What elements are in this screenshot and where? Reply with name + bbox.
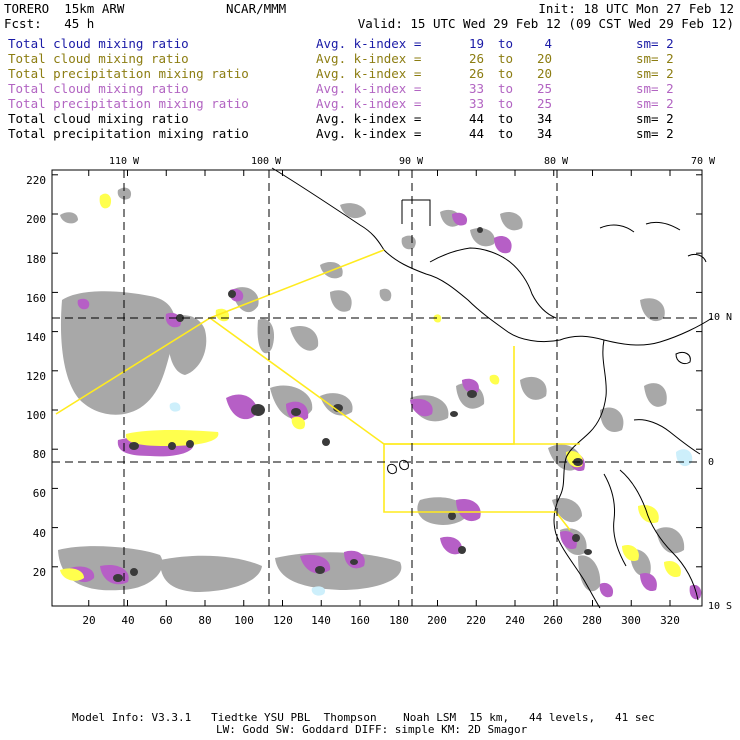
- legend-smoothing: sm= 2: [636, 81, 674, 96]
- lat-label-right: 10 N: [708, 312, 733, 323]
- legend-to: to: [498, 36, 514, 51]
- legend-k-low: 34: [536, 111, 552, 126]
- legend-row: Total precipitation mixing ratio Avg. k-…: [8, 126, 736, 141]
- legend-row: Total precipitation mixing ratio Avg. k-…: [8, 96, 736, 111]
- axis-ticks: [52, 170, 702, 607]
- legend-avg-label: Avg. k-index =: [316, 36, 422, 51]
- x-tick-label: 20: [82, 614, 96, 627]
- legend-field-name: Total precipitation mixing ratio: [8, 66, 249, 81]
- legend-avg-label: Avg. k-index =: [316, 51, 422, 66]
- x-tick-label: 260: [543, 614, 563, 627]
- y-tick-label: 140: [26, 331, 46, 344]
- legend-avg-label: Avg. k-index =: [316, 66, 422, 81]
- model-info-line1: Model Info: V3.3.1 Tiedtke YSU PBL Thomp…: [72, 711, 655, 724]
- y-tick-label: 60: [32, 487, 46, 500]
- legend-avg-label: Avg. k-index =: [316, 96, 422, 111]
- x-tick-label: 40: [121, 614, 135, 627]
- x-tick-label: 160: [350, 614, 370, 627]
- legend-k-high: 33: [468, 81, 484, 96]
- legend-to: to: [498, 126, 514, 141]
- legend-smoothing: sm= 2: [636, 111, 674, 126]
- x-tick-label: 60: [159, 614, 173, 627]
- legend-k-high: 44: [468, 111, 484, 126]
- x-tick-label: 280: [582, 614, 602, 627]
- x-tick-label: 180: [389, 614, 409, 627]
- valid-time: Valid: 15 UTC Wed 29 Feb 12 (09 CST Wed …: [357, 16, 734, 31]
- y-tick-label: 160: [26, 292, 46, 305]
- legend-avg-label: Avg. k-index =: [316, 111, 422, 126]
- coastlines: [271, 167, 713, 609]
- legend-row: Total cloud mixing ratio Avg. k-index = …: [8, 36, 736, 51]
- cloud-mixing-ratio-dark-cores: [113, 227, 592, 582]
- legend-smoothing: sm= 2: [636, 66, 674, 81]
- legend-k-low: 4: [544, 36, 552, 51]
- lon-label-top: 70 W: [690, 156, 716, 167]
- y-tick-label: 80: [32, 448, 46, 461]
- legend-k-high: 26: [468, 51, 484, 66]
- legend-field-name: Total precipitation mixing ratio: [8, 96, 249, 111]
- legend-k-low: 34: [536, 126, 552, 141]
- legend-k-low: 20: [536, 66, 552, 81]
- legend-k-low: 25: [536, 81, 552, 96]
- lat-label-right: 10 S: [708, 601, 733, 612]
- legend-field-name: Total cloud mixing ratio: [8, 36, 189, 51]
- x-tick-label: 220: [466, 614, 486, 627]
- x-tick-label: 140: [311, 614, 331, 627]
- legend-field-name: Total cloud mixing ratio: [8, 111, 189, 126]
- legend-smoothing: sm= 2: [636, 96, 674, 111]
- legend-row: Total cloud mixing ratio Avg. k-index = …: [8, 111, 736, 126]
- legend-smoothing: sm= 2: [636, 36, 674, 51]
- legend-row: Total cloud mixing ratio Avg. k-index = …: [8, 51, 736, 66]
- legend-to: to: [498, 66, 514, 81]
- y-tick-label: 40: [32, 527, 46, 540]
- y-tick-label: 120: [26, 370, 46, 383]
- precip-mixing-ratio-purple: [70, 212, 702, 600]
- lon-label-top: 90 W: [398, 156, 424, 167]
- legend-to: to: [498, 81, 514, 96]
- model-title: TORERO 15km ARW: [4, 1, 125, 16]
- lon-label-top: 100 W: [250, 156, 282, 167]
- y-tick-label: 180: [26, 253, 46, 266]
- forecast-hour: Fcst: 45 h: [4, 16, 95, 31]
- y-tick-label: 20: [32, 566, 46, 579]
- y-tick-label: 200: [26, 213, 46, 226]
- legend-to: to: [498, 111, 514, 126]
- legend-avg-label: Avg. k-index =: [316, 126, 422, 141]
- center-name: NCAR/MMM: [226, 1, 287, 16]
- legend-field-name: Total cloud mixing ratio: [8, 81, 189, 96]
- legend-k-high: 19: [468, 36, 484, 51]
- map-frame: [51, 169, 703, 607]
- lon-label-top: 80 W: [543, 156, 569, 167]
- model-info-line2: LW: Godd SW: Goddard DIFF: simple KM: 2D…: [216, 723, 528, 736]
- legend-k-low: 25: [536, 96, 552, 111]
- legend-field-name: Total cloud mixing ratio: [8, 51, 189, 66]
- legend-k-high: 33: [468, 96, 484, 111]
- legend-avg-label: Avg. k-index =: [316, 81, 422, 96]
- legend-k-low: 20: [536, 51, 552, 66]
- x-tick-label: 200: [427, 614, 447, 627]
- legend-smoothing: sm= 2: [636, 126, 674, 141]
- x-tick-label: 300: [621, 614, 641, 627]
- x-tick-label: 240: [505, 614, 525, 627]
- x-tick-label: 120: [273, 614, 293, 627]
- x-tick-label: 80: [198, 614, 212, 627]
- lat-lon-grid: [52, 170, 702, 606]
- legend-to: to: [498, 96, 514, 111]
- init-time: Init: 18 UTC Mon 27 Feb 12: [538, 1, 734, 16]
- legend-k-high: 26: [468, 66, 484, 81]
- legend-row: Total precipitation mixing ratio Avg. k-…: [8, 66, 736, 81]
- legend-k-high: 44: [468, 126, 484, 141]
- x-tick-label: 100: [234, 614, 254, 627]
- lat-label-right: 0: [708, 457, 715, 468]
- legend-smoothing: sm= 2: [636, 51, 674, 66]
- legend-row: Total cloud mixing ratio Avg. k-index = …: [8, 81, 736, 96]
- y-tick-label: 100: [26, 409, 46, 422]
- legend-to: to: [498, 51, 514, 66]
- lon-label-top: 110 W: [108, 156, 140, 167]
- y-tick-label: 220: [26, 174, 46, 187]
- legend-field-name: Total precipitation mixing ratio: [8, 126, 249, 141]
- x-tick-label: 320: [660, 614, 680, 627]
- cloud-mixing-ratio-gray: [58, 187, 685, 592]
